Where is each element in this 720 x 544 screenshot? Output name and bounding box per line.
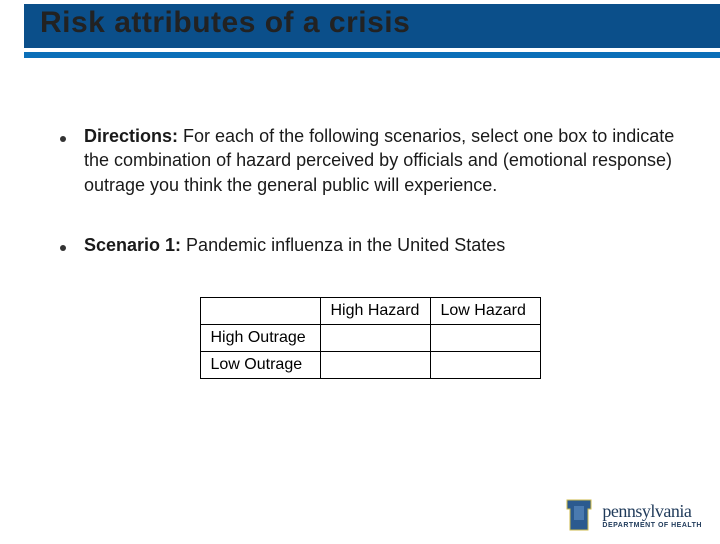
col-low-hazard: Low Hazard	[430, 298, 540, 325]
logo-main-text: pennsylvania	[602, 502, 702, 520]
bullet-scenario: Scenario 1: Pandemic influenza in the Un…	[60, 233, 680, 257]
matrix-table-wrap: High Hazard Low Hazard High Outrage Low …	[60, 297, 680, 379]
bullet-marker	[60, 124, 84, 197]
keystone-icon	[564, 498, 594, 532]
table-row: High Hazard Low Hazard	[200, 298, 540, 325]
table-row: High Outrage	[200, 325, 540, 352]
scenario-body: Pandemic influenza in the United States	[181, 235, 505, 255]
hazard-outrage-table: High Hazard Low Hazard High Outrage Low …	[200, 297, 541, 379]
cell-high-hazard-low-outrage[interactable]	[320, 352, 430, 379]
row-low-outrage: Low Outrage	[200, 352, 320, 379]
row-high-outrage: High Outrage	[200, 325, 320, 352]
logo-text: pennsylvania DEPARTMENT OF HEALTH	[602, 502, 702, 529]
bullet-text: Scenario 1: Pandemic influenza in the Un…	[84, 233, 680, 257]
logo-sub-text: DEPARTMENT OF HEALTH	[602, 522, 702, 529]
title-underline	[24, 52, 720, 58]
table-row: Low Outrage	[200, 352, 540, 379]
cell-high-hazard-high-outrage[interactable]	[320, 325, 430, 352]
col-high-hazard: High Hazard	[320, 298, 430, 325]
bullet-text: Directions: For each of the following sc…	[84, 124, 680, 197]
directions-label: Directions:	[84, 126, 178, 146]
content-area: Directions: For each of the following sc…	[0, 64, 720, 379]
cell-low-hazard-high-outrage[interactable]	[430, 325, 540, 352]
slide-title: Risk attributes of a crisis	[40, 6, 410, 40]
table-cell-empty	[200, 298, 320, 325]
title-bar: Risk attributes of a crisis	[0, 4, 720, 64]
cell-low-hazard-low-outrage[interactable]	[430, 352, 540, 379]
bullet-directions: Directions: For each of the following sc…	[60, 124, 680, 197]
scenario-label: Scenario 1:	[84, 235, 181, 255]
bullet-marker	[60, 233, 84, 257]
pa-health-logo: pennsylvania DEPARTMENT OF HEALTH	[564, 498, 702, 532]
